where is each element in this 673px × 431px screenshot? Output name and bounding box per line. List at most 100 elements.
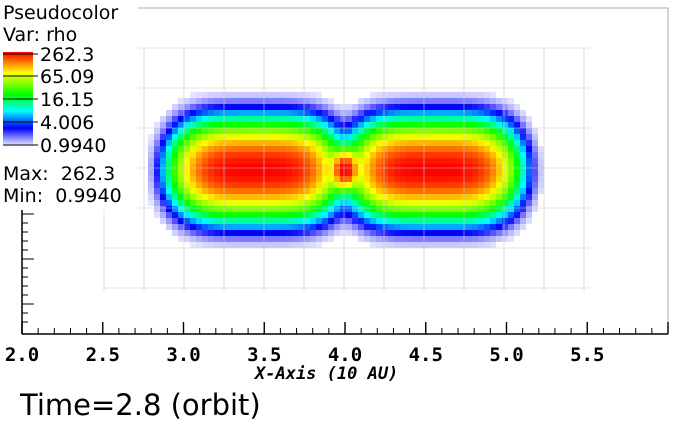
heatmap-cell <box>478 152 484 158</box>
heatmap-cell <box>532 200 538 206</box>
heatmap-cell <box>430 194 436 200</box>
heatmap-cell <box>412 110 418 116</box>
heatmap-cell <box>184 224 190 230</box>
heatmap-cell <box>424 194 430 200</box>
heatmap-cell <box>526 134 532 140</box>
heatmap-cell <box>406 236 412 242</box>
heatmap-cell <box>220 92 226 98</box>
heatmap-cell <box>310 158 316 164</box>
heatmap-cell <box>334 122 340 128</box>
heatmap-cell <box>232 128 238 134</box>
heatmap-cell <box>508 218 514 224</box>
heatmap-cell <box>496 182 502 188</box>
heatmap-cell <box>364 194 370 200</box>
heatmap-cell <box>250 212 256 218</box>
legend-max: Max: 262.3 <box>3 163 115 185</box>
heatmap-cell <box>232 104 238 110</box>
heatmap-cell <box>454 158 460 164</box>
heatmap-cell <box>322 182 328 188</box>
heatmap-cell <box>250 116 256 122</box>
heatmap-cell <box>424 128 430 134</box>
heatmap-cell <box>502 116 508 122</box>
colorbar-label-3: 16.15 <box>40 89 95 111</box>
heatmap-cell <box>310 200 316 206</box>
heatmap-cell <box>172 146 178 152</box>
heatmap-cell <box>454 146 460 152</box>
heatmap-cell <box>280 236 286 242</box>
heatmap-cell <box>340 194 346 200</box>
heatmap-cell <box>208 176 214 182</box>
heatmap-cell <box>502 146 508 152</box>
heatmap-cell <box>196 128 202 134</box>
heatmap-cell <box>424 170 430 176</box>
heatmap-cell <box>322 206 328 212</box>
heatmap-cell <box>268 98 274 104</box>
heatmap-cell <box>238 200 244 206</box>
heatmap-cell <box>214 128 220 134</box>
heatmap-cell <box>154 152 160 158</box>
heatmap-cell <box>286 236 292 242</box>
heatmap-cell <box>340 134 346 140</box>
heatmap-cell <box>406 146 412 152</box>
heatmap-cell <box>538 164 544 170</box>
heatmap-cell <box>268 218 274 224</box>
heatmap-cell <box>508 200 514 206</box>
heatmap-cell <box>484 176 490 182</box>
heatmap-cell <box>346 116 352 122</box>
heatmap-cell <box>334 128 340 134</box>
heatmap-cell <box>232 236 238 242</box>
heatmap-cell <box>304 230 310 236</box>
x-tick-label: 5.5 <box>570 344 605 366</box>
heatmap-cell <box>166 212 172 218</box>
x-tick-label: 5.0 <box>489 344 524 366</box>
heatmap-cell <box>268 122 274 128</box>
heatmap-cell <box>436 104 442 110</box>
heatmap-cell <box>364 224 370 230</box>
heatmap-cell <box>166 122 172 128</box>
heatmap-cell <box>376 110 382 116</box>
heatmap-cell <box>220 152 226 158</box>
heatmap-cell <box>484 230 490 236</box>
heatmap-cell <box>256 194 262 200</box>
heatmap-cell <box>418 134 424 140</box>
heatmap-cell <box>178 122 184 128</box>
heatmap-cell <box>382 164 388 170</box>
heatmap-cell <box>286 158 292 164</box>
heatmap-cell <box>448 170 454 176</box>
heatmap-cell <box>232 146 238 152</box>
heatmap-cell <box>304 146 310 152</box>
heatmap-cell <box>454 224 460 230</box>
heatmap-cell <box>496 236 502 242</box>
heatmap-cell <box>268 152 274 158</box>
heatmap-cell <box>274 242 280 248</box>
heatmap-cell <box>328 200 334 206</box>
heatmap-cell <box>418 206 424 212</box>
heatmap-cell <box>376 182 382 188</box>
heatmap-cell <box>256 212 262 218</box>
heatmap-cell <box>412 122 418 128</box>
heatmap-cell <box>400 170 406 176</box>
heatmap-cell <box>352 158 358 164</box>
heatmap-cell <box>508 176 514 182</box>
heatmap-cell <box>520 122 526 128</box>
heatmap-cell <box>340 200 346 206</box>
heatmap-cell <box>364 188 370 194</box>
heatmap-cell <box>478 242 484 248</box>
heatmap-cell <box>442 98 448 104</box>
heatmap-cell <box>316 200 322 206</box>
heatmap-cell <box>238 116 244 122</box>
heatmap-cell <box>436 176 442 182</box>
heatmap-cell <box>478 128 484 134</box>
heatmap-cell <box>358 182 364 188</box>
heatmap-cell <box>214 194 220 200</box>
heatmap-cell <box>424 242 430 248</box>
heatmap-cell <box>376 122 382 128</box>
heatmap-cell <box>286 170 292 176</box>
heatmap-cell <box>460 200 466 206</box>
heatmap-cell <box>520 212 526 218</box>
heatmap-cell <box>280 182 286 188</box>
heatmap-cell <box>478 212 484 218</box>
heatmap-cell <box>448 98 454 104</box>
heatmap-cell <box>154 200 160 206</box>
heatmap-cell <box>382 146 388 152</box>
